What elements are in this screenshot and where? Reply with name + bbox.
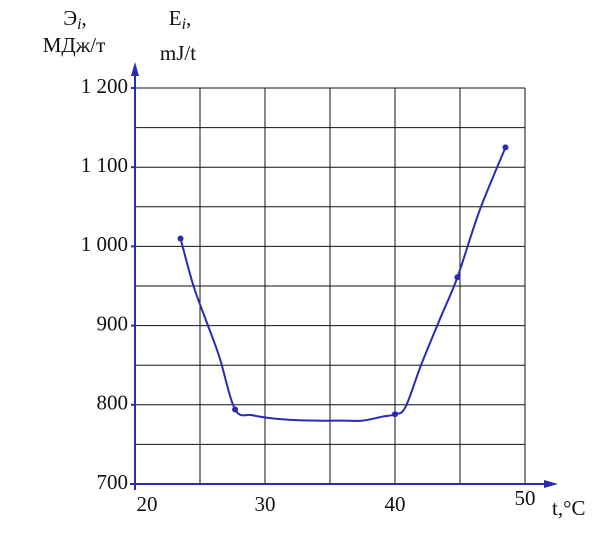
y-tick-label: 1 100 — [81, 153, 128, 177]
x-label: t,°C — [552, 496, 586, 520]
point — [502, 144, 509, 151]
x-tick-label: 30 — [255, 492, 276, 516]
x-tick-label: 40 — [385, 492, 406, 516]
y-tick-label: 700 — [97, 470, 129, 494]
y-tick-label: 900 — [97, 311, 129, 335]
point — [232, 406, 239, 413]
y-tick-label: 1 200 — [81, 74, 128, 98]
x-tick-label: 50 — [515, 486, 536, 510]
subscript: i — [77, 16, 81, 33]
y-tick-label: 800 — [97, 391, 129, 415]
y-tick-label: 1 000 — [81, 232, 128, 256]
subscript: i — [182, 16, 186, 33]
point — [454, 274, 461, 281]
x-axis-arrow — [544, 480, 558, 488]
y-label-right-unit: mJ/t — [160, 41, 196, 65]
point — [177, 235, 184, 242]
y-label-left-symbol: Эi, — [63, 6, 87, 33]
comma: , — [82, 6, 87, 30]
comma: , — [186, 6, 191, 30]
x-tick-label: 20 — [137, 492, 158, 516]
y-label-left-unit: МДж/т — [43, 33, 106, 57]
y-axis-arrow — [131, 62, 139, 76]
curve — [179, 147, 507, 422]
point — [392, 411, 398, 418]
y-label-right-symbol: Ei, — [169, 6, 192, 33]
symbol: Э — [63, 6, 77, 30]
symbol: E — [169, 6, 182, 30]
